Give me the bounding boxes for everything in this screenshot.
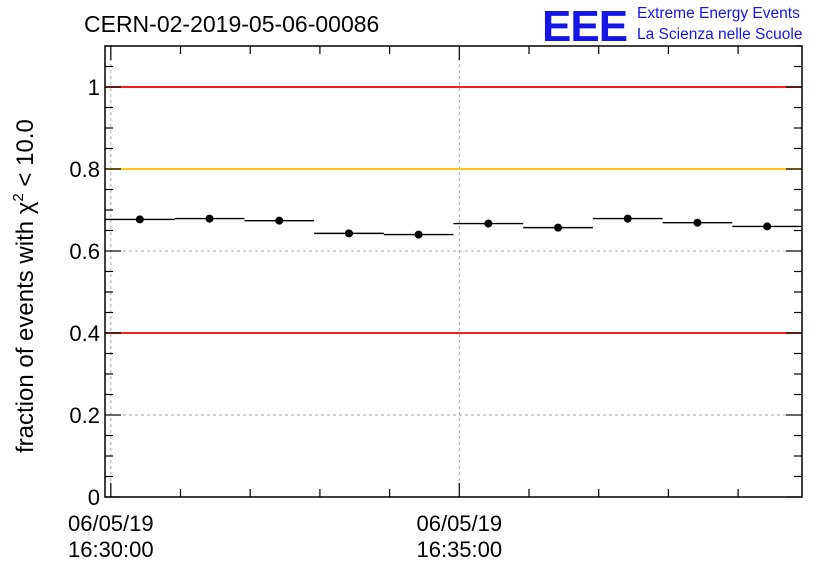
x-tick-label-date: 06/05/19 bbox=[416, 511, 502, 536]
x-tick-label-time: 16:35:00 bbox=[416, 537, 502, 562]
logo-line-2: La Scienza nelle Scuole bbox=[637, 26, 802, 43]
data-point bbox=[554, 223, 563, 232]
y-axis-label-superscript: 2 bbox=[10, 193, 27, 201]
chart-title: CERN-02-2019-05-06-00086 bbox=[84, 11, 379, 37]
data-point bbox=[693, 218, 702, 227]
y-tick-label: 0 bbox=[88, 485, 100, 510]
y-tick-label: 0.4 bbox=[69, 321, 100, 346]
data-point bbox=[414, 230, 423, 239]
y-axis-label-suffix: < 10.0 bbox=[12, 119, 39, 186]
y-tick-label: 0.6 bbox=[69, 239, 100, 264]
data-point bbox=[763, 222, 772, 231]
logo-line-1: Extreme Energy Events bbox=[637, 5, 800, 22]
y-tick-label: 1 bbox=[88, 75, 100, 100]
y-axis-label-symbol: χ bbox=[12, 201, 39, 214]
plot-frame bbox=[104, 45, 803, 498]
x-tick-label-date: 06/05/19 bbox=[68, 511, 154, 536]
eee-logo: EEE Extreme Energy Events La Scienza nel… bbox=[542, 2, 802, 51]
y-tick-label: 0.8 bbox=[69, 157, 100, 182]
y-axis-label-text: fraction of events with bbox=[12, 221, 39, 453]
tick-labels: 00.20.40.60.8106/05/1916:30:0006/05/1916… bbox=[68, 75, 502, 562]
x-tick-label-time: 16:30:00 bbox=[68, 537, 154, 562]
data-point bbox=[135, 215, 144, 224]
data-point bbox=[484, 219, 493, 228]
logo-mark: EEE bbox=[542, 2, 627, 51]
reference-lines bbox=[105, 86, 802, 334]
data-point bbox=[623, 214, 632, 223]
data-point bbox=[344, 229, 353, 238]
axis-ticks bbox=[105, 45, 802, 498]
data-point bbox=[275, 216, 284, 225]
y-tick-label: 0.2 bbox=[69, 403, 100, 428]
data-point bbox=[205, 214, 214, 223]
y-axis-label: fraction of events with χ2 < 10.0 bbox=[10, 119, 39, 453]
grid-lines bbox=[105, 46, 802, 497]
data-series bbox=[105, 214, 802, 239]
